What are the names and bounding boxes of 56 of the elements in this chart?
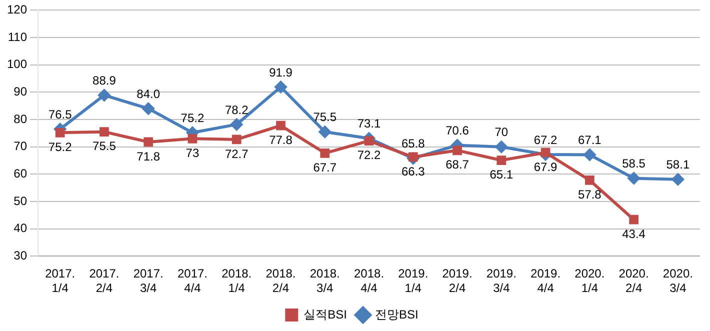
data-label: 78.2: [224, 102, 249, 117]
y-tick-label: 80: [14, 112, 28, 126]
x-tick-label: 2017. 2/4: [89, 266, 120, 296]
x-tick-label: 2018. 3/4: [310, 266, 340, 296]
data-label: 67.7: [313, 160, 337, 174]
data-label: 58.5: [622, 156, 646, 171]
y-tick-label: 70: [14, 139, 28, 154]
y-tick-label: 50: [14, 194, 28, 208]
data-label: 77.8: [269, 132, 293, 147]
data-label: 58.1: [666, 158, 690, 172]
data-label: 75.5: [92, 139, 116, 154]
data-label: 67.1: [578, 133, 602, 148]
x-tick-label: 2020. 2/4: [618, 266, 649, 296]
data-label: 65.8: [401, 136, 426, 151]
y-tick-label: 90: [14, 84, 28, 99]
x-tick-label: 2018. 4/4: [354, 266, 384, 296]
data-label: 57.8: [578, 188, 602, 202]
data-label: 66.3: [401, 164, 426, 178]
x-tick-label: 2020. 3/4: [662, 266, 693, 296]
x-tick-label: 2019. 2/4: [442, 266, 472, 296]
x-tick-label: 2018. 2/4: [266, 266, 296, 296]
data-label: 70: [494, 125, 508, 140]
x-tick-label: 2017. 4/4: [177, 266, 208, 296]
y-tick-label: 100: [6, 57, 28, 72]
data-label: 73.1: [357, 116, 382, 131]
legend-label: 실적BSI: [304, 307, 347, 322]
y-tick-label: 60: [14, 166, 28, 181]
x-tick-label: 2019. 1/4: [398, 266, 428, 296]
data-label: 67.2: [534, 132, 558, 147]
x-tick-label: 2017. 1/4: [45, 266, 76, 296]
data-label: 43.4: [622, 226, 646, 241]
y-tick-label: 120: [6, 2, 28, 17]
x-tick-label: 2019. 4/4: [530, 266, 561, 296]
data-label: 70.6: [446, 124, 470, 138]
x-tick-label: 2020. 1/4: [574, 266, 605, 296]
y-tick-label: 40: [14, 221, 28, 236]
legend-label: 전망BSI: [375, 307, 418, 322]
data-label: 76.5: [48, 107, 72, 122]
x-tick-label: 2019. 3/4: [486, 266, 516, 296]
data-label: 72.2: [357, 148, 382, 162]
data-label: 75.5: [313, 110, 337, 124]
data-label: 67.9: [534, 160, 558, 174]
data-label: 68.7: [446, 158, 470, 172]
data-label: 84.0: [136, 86, 160, 101]
data-label: 71.8: [136, 149, 160, 164]
data-label: 72.7: [224, 146, 249, 161]
x-tick-label: 2017. 3/4: [133, 266, 164, 296]
data-label: 91.9: [269, 65, 293, 80]
x-tick-label: 2018. 1/4: [222, 266, 252, 296]
y-tick-label: 30: [14, 248, 28, 263]
data-label: 65.1: [490, 168, 514, 182]
data-label: 88.9: [92, 74, 116, 88]
data-label: 75.2: [180, 110, 204, 125]
data-label: 75.2: [48, 140, 72, 154]
data-label: 73: [186, 146, 200, 160]
y-tick-label: 110: [8, 30, 28, 44]
